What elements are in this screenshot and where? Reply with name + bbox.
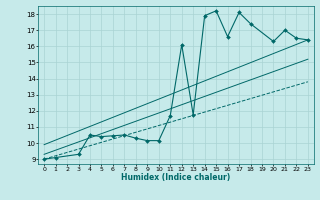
X-axis label: Humidex (Indice chaleur): Humidex (Indice chaleur) (121, 173, 231, 182)
